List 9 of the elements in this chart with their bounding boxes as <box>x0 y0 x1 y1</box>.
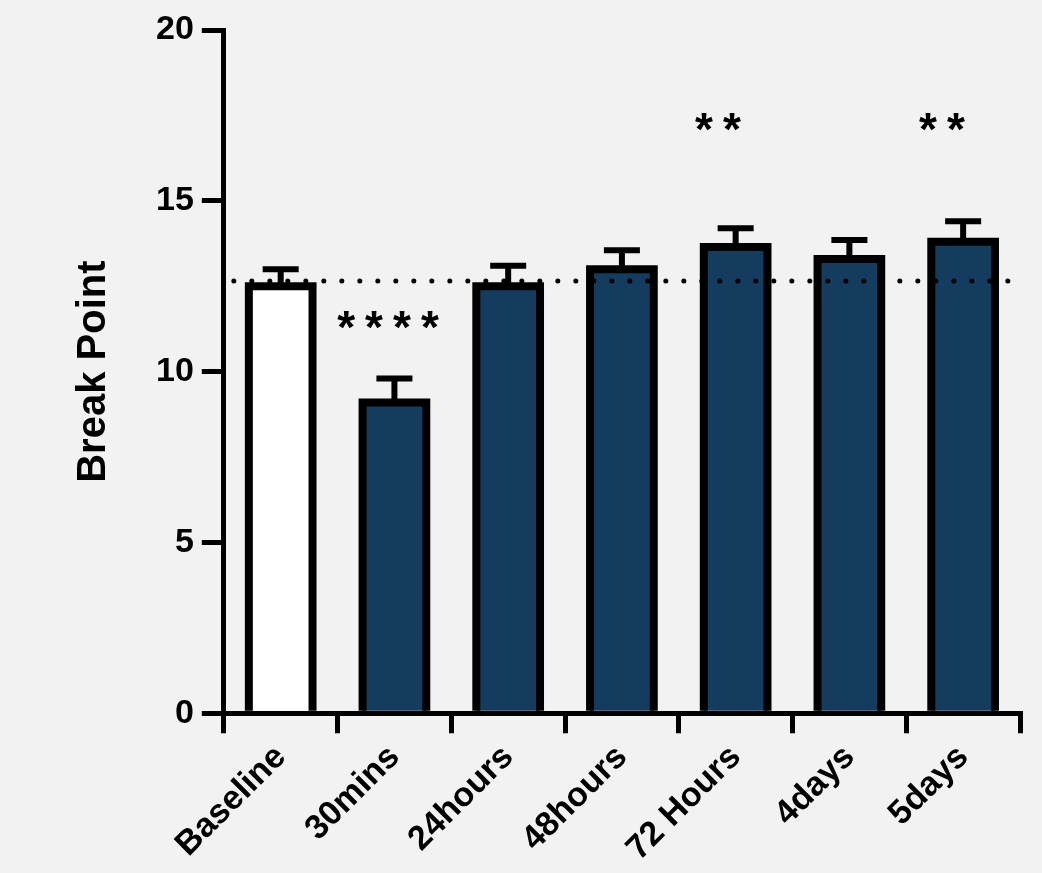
y-tick-label: 15 <box>155 179 194 218</box>
y-tick-label: 20 <box>155 8 194 47</box>
y-axis-title: Break Point <box>69 260 114 483</box>
annotation: **** <box>337 300 439 353</box>
y-tick-label: 10 <box>155 350 194 389</box>
annotation: ** <box>919 102 965 155</box>
y-tick-label: 5 <box>174 520 194 559</box>
y-tick-label: 0 <box>174 691 194 730</box>
annotation: ** <box>695 102 741 155</box>
